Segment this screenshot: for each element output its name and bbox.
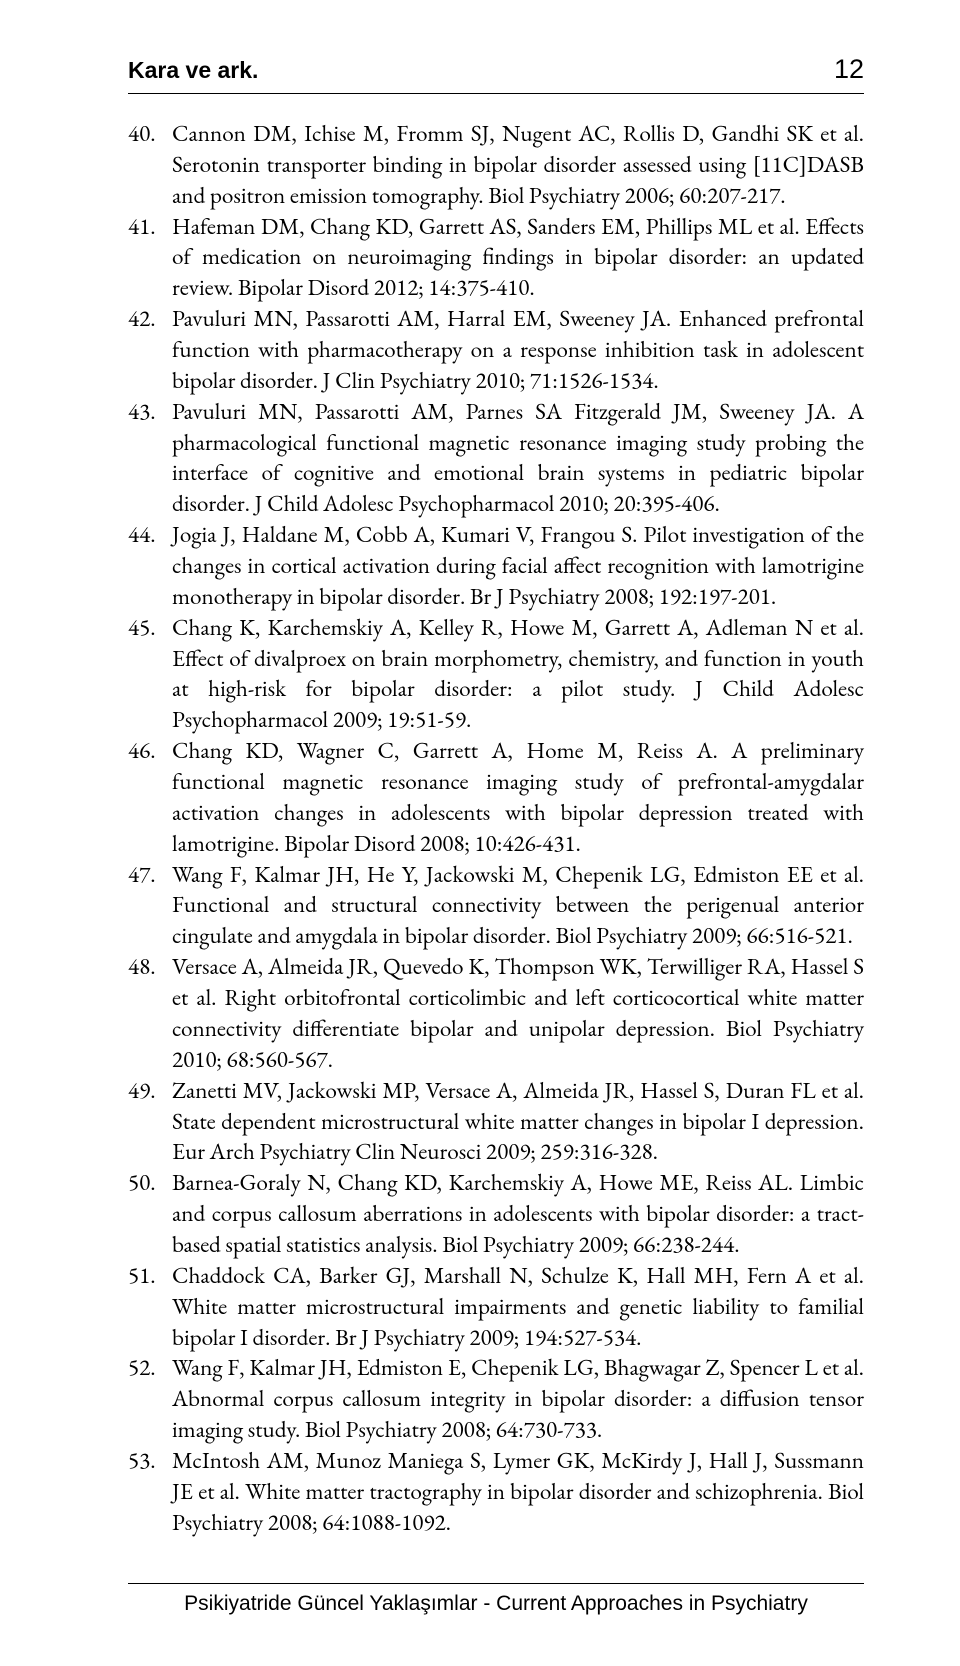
header-author: Kara ve ark. bbox=[128, 57, 258, 84]
reference-number: 40. bbox=[128, 118, 172, 211]
header-page-number: 12 bbox=[834, 54, 864, 85]
reference-item: 42.Pavuluri MN, Passarotti AM, Harral EM… bbox=[128, 303, 864, 396]
reference-number: 49. bbox=[128, 1075, 172, 1168]
reference-text: Wang F, Kalmar JH, He Y, Jackowski M, Ch… bbox=[172, 859, 864, 952]
reference-item: 53.McIntosh AM, Munoz Maniega S, Lymer G… bbox=[128, 1445, 864, 1538]
reference-item: 51.Chaddock CA, Barker GJ, Marshall N, S… bbox=[128, 1260, 864, 1353]
reference-item: 49.Zanetti MV, Jackowski MP, Versace A, … bbox=[128, 1075, 864, 1168]
reference-text: Chang KD, Wagner C, Garrett A, Home M, R… bbox=[172, 735, 864, 858]
reference-text: Zanetti MV, Jackowski MP, Versace A, Alm… bbox=[172, 1075, 864, 1168]
footer-rule bbox=[128, 1583, 864, 1584]
reference-number: 50. bbox=[128, 1167, 172, 1260]
header-rule bbox=[128, 93, 864, 94]
reference-item: 41.Hafeman DM, Chang KD, Garrett AS, San… bbox=[128, 211, 864, 304]
reference-text: Wang F, Kalmar JH, Edmiston E, Chepenik … bbox=[172, 1352, 864, 1445]
reference-number: 51. bbox=[128, 1260, 172, 1353]
reference-item: 47.Wang F, Kalmar JH, He Y, Jackowski M,… bbox=[128, 859, 864, 952]
reference-item: 44.Jogia J, Haldane M, Cobb A, Kumari V,… bbox=[128, 519, 864, 612]
reference-number: 47. bbox=[128, 859, 172, 952]
reference-text: Barnea-Goraly N, Chang KD, Karchemskiy A… bbox=[172, 1167, 864, 1260]
page: Kara ve ark. 12 40.Cannon DM, Ichise M, … bbox=[0, 0, 960, 1666]
reference-text: Pavuluri MN, Passarotti AM, Harral EM, S… bbox=[172, 303, 864, 396]
reference-item: 46.Chang KD, Wagner C, Garrett A, Home M… bbox=[128, 735, 864, 858]
reference-text: Chang K, Karchemskiy A, Kelley R, Howe M… bbox=[172, 612, 864, 735]
reference-number: 45. bbox=[128, 612, 172, 735]
reference-item: 43.Pavuluri MN, Passarotti AM, Parnes SA… bbox=[128, 396, 864, 519]
reference-number: 42. bbox=[128, 303, 172, 396]
footer: Psikiyatride Güncel Yaklaşımlar - Curren… bbox=[128, 1583, 864, 1616]
reference-text: Jogia J, Haldane M, Cobb A, Kumari V, Fr… bbox=[172, 519, 864, 612]
reference-item: 52.Wang F, Kalmar JH, Edmiston E, Chepen… bbox=[128, 1352, 864, 1445]
reference-item: 40.Cannon DM, Ichise M, Fromm SJ, Nugent… bbox=[128, 118, 864, 211]
reference-number: 41. bbox=[128, 211, 172, 304]
reference-number: 46. bbox=[128, 735, 172, 858]
reference-item: 48.Versace A, Almeida JR, Quevedo K, Tho… bbox=[128, 951, 864, 1074]
reference-text: McIntosh AM, Munoz Maniega S, Lymer GK, … bbox=[172, 1445, 864, 1538]
reference-number: 52. bbox=[128, 1352, 172, 1445]
footer-journal-title: Psikiyatride Güncel Yaklaşımlar - Curren… bbox=[128, 1592, 864, 1616]
reference-number: 44. bbox=[128, 519, 172, 612]
reference-list: 40.Cannon DM, Ichise M, Fromm SJ, Nugent… bbox=[128, 118, 864, 1538]
reference-text: Hafeman DM, Chang KD, Garrett AS, Sander… bbox=[172, 211, 864, 304]
reference-text: Chaddock CA, Barker GJ, Marshall N, Schu… bbox=[172, 1260, 864, 1353]
reference-text: Pavuluri MN, Passarotti AM, Parnes SA Fi… bbox=[172, 396, 864, 519]
running-header: Kara ve ark. 12 bbox=[128, 54, 864, 85]
reference-item: 50.Barnea-Goraly N, Chang KD, Karchemski… bbox=[128, 1167, 864, 1260]
reference-number: 48. bbox=[128, 951, 172, 1074]
reference-item: 45.Chang K, Karchemskiy A, Kelley R, How… bbox=[128, 612, 864, 735]
reference-number: 43. bbox=[128, 396, 172, 519]
reference-text: Cannon DM, Ichise M, Fromm SJ, Nugent AC… bbox=[172, 118, 864, 211]
reference-text: Versace A, Almeida JR, Quevedo K, Thomps… bbox=[172, 951, 864, 1074]
reference-number: 53. bbox=[128, 1445, 172, 1538]
